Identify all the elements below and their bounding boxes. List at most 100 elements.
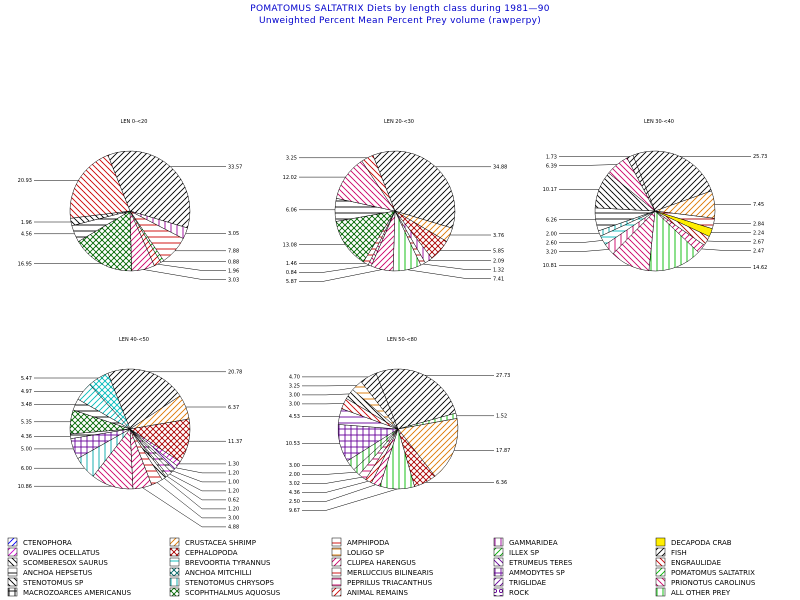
slice-label-scophthalmus-aquosus: 16.95 bbox=[18, 261, 32, 267]
slice-label-cephalopoda: 5.85 bbox=[493, 248, 504, 254]
legend-item-fish: FISH bbox=[655, 547, 687, 557]
legend-swatch bbox=[7, 557, 18, 567]
legend-label: ANCHOA MITCHILLI bbox=[185, 569, 252, 577]
leader-line bbox=[166, 475, 226, 501]
slice-label-crustacea-shrimp: 6.37 bbox=[228, 405, 239, 411]
chart-title: POMATOMUS SALTATRIX Diets by length clas… bbox=[250, 4, 550, 14]
legend-swatch bbox=[331, 557, 342, 567]
legend-swatch bbox=[331, 547, 342, 557]
slice-label-engraulidae: 3.00 bbox=[289, 393, 300, 399]
legend-swatch bbox=[331, 587, 342, 597]
legend-item-etrumeus-teres: ETRUMEUS TERES bbox=[493, 557, 573, 567]
legend-label: CLUPEA HARENGUS bbox=[347, 559, 416, 567]
legend-label: AMMODYTES SP bbox=[509, 569, 565, 577]
legend-item-all-other-prey: ALL OTHER PREY bbox=[655, 587, 731, 597]
legend-swatch bbox=[493, 537, 504, 547]
legend-label: ILLEX SP bbox=[509, 549, 539, 557]
leader-line bbox=[172, 470, 226, 483]
pie-len-40-50: LEN 40-<50 20.78 6.37 11.37 1.30 1.20 1.00 1.20… bbox=[18, 337, 243, 531]
legend-item-peprilus-triacanthus: PEPRILUS TRIACANTHUS bbox=[331, 577, 433, 587]
slice-label-illex-sp: 1.32 bbox=[493, 267, 504, 273]
legend-item-amphipoda: AMPHIPODA bbox=[331, 537, 389, 547]
slice-label-illex-sp: 2.00 bbox=[289, 472, 300, 478]
slice-engraulidae bbox=[361, 154, 396, 212]
legend-swatch bbox=[169, 577, 180, 587]
legend-swatch bbox=[7, 567, 18, 577]
slice-fish bbox=[375, 368, 457, 430]
pie-len-20-30: LEN 20-<30 34.88 3.76 5.85 2.09 1.32 7.41 3.25 1… bbox=[283, 119, 508, 285]
slice-all-other-prey bbox=[626, 154, 656, 212]
slice-label-pomatomus-saltatrix: 14.62 bbox=[753, 265, 767, 271]
legend-item-prionotus-carolinus: PRIONOTUS CAROLINUS bbox=[655, 577, 756, 587]
legend-label: OVALIPES OCELLATUS bbox=[23, 549, 100, 557]
legend-label: MACROZOARCES AMERICANUS bbox=[23, 589, 132, 597]
slice-label-brevoortia-tyrannus: 4.97 bbox=[21, 389, 32, 395]
leader-line bbox=[142, 487, 226, 528]
slice-label-peprilus-triacanthus: 4.88 bbox=[228, 525, 239, 531]
slice-fish bbox=[632, 150, 712, 212]
slice-label-engraulidae: 6.39 bbox=[546, 163, 557, 169]
slice-label-merluccius-bilinearis: 3.00 bbox=[289, 463, 300, 469]
slice-label-peprilus-triacanthus: 3.03 bbox=[228, 277, 239, 283]
legend-item-macrozoarces-americanus: MACROZOARCES AMERICANUS bbox=[7, 587, 132, 597]
legend-item-ammodytes-sp: AMMODYTES SP bbox=[493, 567, 565, 577]
slice-label-fish: 33.57 bbox=[228, 165, 242, 171]
legend-item-merluccius-bilinearis: MERLUCCIUS BILINEARIS bbox=[331, 567, 434, 577]
legend-item-triglidae: TRIGLIDAE bbox=[493, 577, 546, 587]
legend-item-ctenophora: CTENOPHORA bbox=[7, 537, 72, 547]
legend-item-rock: ROCK bbox=[493, 587, 529, 597]
leader-line bbox=[302, 488, 398, 511]
slice-label-scophthalmus-aquosus: 3.00 bbox=[289, 402, 300, 408]
legend-label: STENOTOMUS CHRYSOPS bbox=[185, 579, 275, 587]
legend-swatch bbox=[169, 537, 180, 547]
leader-line bbox=[302, 393, 350, 396]
pie-title: LEN 40-<50 bbox=[119, 337, 149, 343]
slice-label-peprilus-triacanthus: 2.50 bbox=[289, 499, 300, 505]
legend-swatch bbox=[169, 557, 180, 567]
slice-label-amphipoda: 2.09 bbox=[493, 258, 504, 264]
leader-line bbox=[143, 269, 226, 280]
slice-label-cephalopoda: 11.37 bbox=[228, 439, 242, 445]
slice-label-fish: 27.73 bbox=[496, 373, 510, 379]
slice-label-illex-sp: 2.47 bbox=[753, 248, 764, 254]
slice-label-animal-remains: 1.96 bbox=[228, 268, 239, 274]
leader-line bbox=[169, 473, 226, 492]
legend-item-stenotomus-chrysops: STENOTOMUS CHRYSOPS bbox=[169, 577, 275, 587]
legend-item-anchoa-mitchilli: ANCHOA MITCHILLI bbox=[169, 567, 252, 577]
slice-label-scophthalmus-aquosus: 5.35 bbox=[21, 420, 32, 426]
legend-label: POMATOMUS SALTATRIX bbox=[671, 569, 755, 577]
legend-swatch bbox=[655, 587, 666, 597]
slice-label-anchoa-hepsetus: 4.36 bbox=[21, 434, 32, 440]
slice-label-stenotomus-chrysops: 6.00 bbox=[21, 466, 32, 472]
legend-swatch bbox=[493, 577, 504, 587]
legend-item-brevoortia-tyrannus: BREVOORTIA TYRANNUS bbox=[169, 557, 271, 567]
legend-swatch bbox=[493, 547, 504, 557]
leader-line bbox=[407, 269, 491, 279]
slice-label-amphipoda: 2.67 bbox=[753, 239, 764, 245]
slice-label-clupea-harengus: 3.02 bbox=[289, 481, 300, 487]
legend-label: AMPHIPODA bbox=[347, 539, 389, 547]
legend-swatch bbox=[493, 567, 504, 577]
legend-label: CTENOPHORA bbox=[23, 539, 72, 547]
slice-label-loligo-sp: 7.45 bbox=[753, 202, 764, 208]
slice-label-cephalopoda: 6.36 bbox=[496, 480, 507, 486]
slice-label-stenotomus-chrysops: 10.53 bbox=[286, 441, 300, 447]
legend-item-animal-remains: ANIMAL REMAINS bbox=[331, 587, 408, 597]
slice-label-anchoa-mitchilli: 1.96 bbox=[21, 220, 32, 226]
legend-label: ENGRAULIDAE bbox=[671, 559, 721, 567]
slice-label-scomberesox-saurus: 1.20 bbox=[228, 507, 239, 513]
slice-label-fish: 20.78 bbox=[228, 370, 242, 376]
leader-line bbox=[302, 476, 363, 484]
slice-label-illex-sp: 3.00 bbox=[228, 516, 239, 522]
slice-fish bbox=[107, 150, 191, 229]
leader-line bbox=[299, 265, 370, 273]
slice-fish bbox=[107, 368, 181, 430]
legend-swatch bbox=[7, 577, 18, 587]
legend-swatch bbox=[493, 587, 504, 597]
legend-swatch bbox=[655, 537, 666, 547]
slice-label-ammodytes-sp: 4.53 bbox=[289, 414, 300, 420]
slice-anchoa-hepsetus bbox=[360, 372, 399, 430]
legend-label: BREVOORTIA TYRANNUS bbox=[185, 559, 271, 567]
slice-label-engraulidae: 5.47 bbox=[21, 376, 32, 382]
legend-label: CRUSTACEA SHRIMP bbox=[185, 539, 256, 547]
